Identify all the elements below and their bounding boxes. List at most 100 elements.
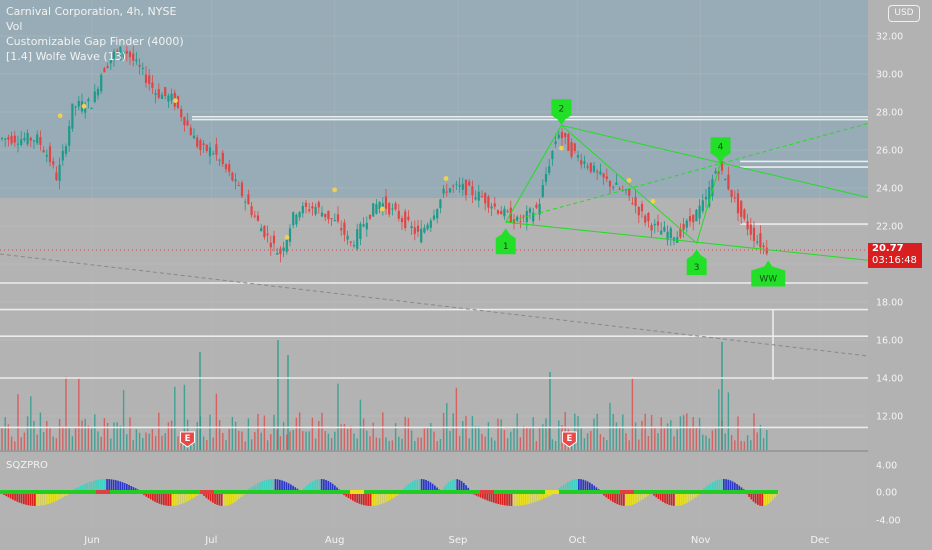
gap-finder-label[interactable]: Customizable Gap Finder (4000) [6, 35, 184, 48]
volume-bar [465, 415, 467, 450]
volume-bar [545, 418, 547, 450]
candle-body [324, 213, 327, 218]
sqz-bar [214, 492, 216, 504]
volume-bar [138, 432, 141, 450]
candle-body [605, 176, 608, 179]
volume-bar [599, 434, 602, 450]
sqz-bar [176, 492, 178, 506]
candle-body [71, 103, 74, 129]
volume-bar [542, 424, 544, 450]
volume-bar [97, 431, 99, 450]
volume-bar [708, 438, 710, 450]
volume-bar [279, 436, 282, 450]
sqz-bar [180, 492, 183, 505]
candle-body [61, 150, 64, 161]
volume-bar [276, 429, 278, 450]
volume-bar [538, 427, 541, 450]
volume-bar [593, 418, 595, 450]
candle-body [144, 74, 148, 83]
volume-bar [113, 422, 115, 450]
sqz-bar [659, 492, 662, 501]
volume-bar [90, 428, 93, 450]
volume-bar [314, 438, 317, 450]
candle-body [343, 222, 346, 235]
candle-body [516, 216, 519, 221]
sqz-bar [738, 485, 741, 492]
sqz-bar [272, 479, 275, 492]
price-tick-label: 26.00 [876, 146, 903, 157]
sqz-bar [627, 492, 630, 506]
earnings-marker[interactable] [561, 431, 577, 448]
volume-bar [135, 429, 138, 450]
volume-bar [484, 436, 486, 450]
sqz-bar [655, 492, 658, 498]
sqzpro-label[interactable]: SQZPRO [6, 460, 48, 471]
sqz-bar [36, 492, 38, 506]
sqz-bar [657, 492, 660, 499]
candle-body [362, 224, 365, 227]
sqz-bar [391, 492, 394, 499]
candle-body [631, 203, 634, 205]
candle-body [183, 117, 186, 126]
sqz-bar [591, 484, 593, 492]
candle-body [682, 223, 685, 230]
candle-body [644, 215, 647, 223]
candle-body [640, 203, 644, 212]
volume-bar [55, 438, 58, 450]
candle-body [314, 207, 317, 215]
volume-bar [743, 441, 746, 450]
currency-button[interactable]: USD [888, 5, 920, 22]
candle-body [320, 212, 324, 217]
sqz-bar [748, 492, 750, 497]
earnings-marker[interactable] [179, 431, 195, 448]
sqz-bar [465, 485, 467, 492]
wolfe-wave-label[interactable]: [1.4] Wolfe Wave (13) [6, 50, 126, 63]
volume-bar [292, 430, 294, 450]
sqz-bar [532, 492, 535, 503]
volume-indicator-label[interactable]: Vol [6, 20, 23, 33]
sqz-bar [528, 492, 530, 504]
sqz-bar [664, 492, 666, 504]
candle-body [599, 171, 602, 175]
symbol-title[interactable]: Carnival Corporation, 4h, NYSE [6, 5, 177, 18]
volume-bar [622, 414, 624, 450]
volume-bar [516, 413, 518, 450]
volume-bar [433, 431, 435, 450]
volume-bar [4, 417, 6, 450]
signal-dots [57, 98, 656, 240]
volume-bar [84, 418, 86, 450]
sqz-bar [479, 492, 482, 498]
volume-bar [100, 436, 102, 450]
candle-body [701, 200, 704, 212]
sqz-bar [573, 479, 576, 492]
volume-bar [87, 425, 90, 450]
sqz-bar [409, 482, 412, 492]
sqz-bar [670, 492, 673, 506]
candle-body [330, 218, 333, 220]
volume-bar [129, 417, 131, 450]
sqz-bar [287, 483, 290, 492]
candles [0, 45, 768, 263]
sqz-squeeze-dot [350, 490, 364, 494]
sqz-bar [167, 492, 170, 506]
sqz-bar [290, 484, 292, 492]
sqz-bar [640, 492, 643, 501]
candle-body [365, 222, 368, 230]
sqz-bar [387, 492, 389, 502]
volume-bar [295, 417, 298, 450]
candle-body [349, 241, 352, 243]
sqz-bar [160, 492, 163, 505]
sqz-bar [360, 492, 363, 505]
sqz-bar [25, 492, 27, 505]
candle-body [762, 245, 765, 248]
volume-bar [711, 430, 714, 450]
candle-body [84, 107, 87, 113]
candle-body [176, 96, 180, 108]
sqz-bar [316, 479, 319, 492]
candle-body [112, 51, 116, 59]
sqz-bar [283, 481, 286, 492]
sqz-bar [504, 492, 506, 506]
volume-bar [596, 413, 598, 450]
volume-bar [375, 437, 378, 450]
